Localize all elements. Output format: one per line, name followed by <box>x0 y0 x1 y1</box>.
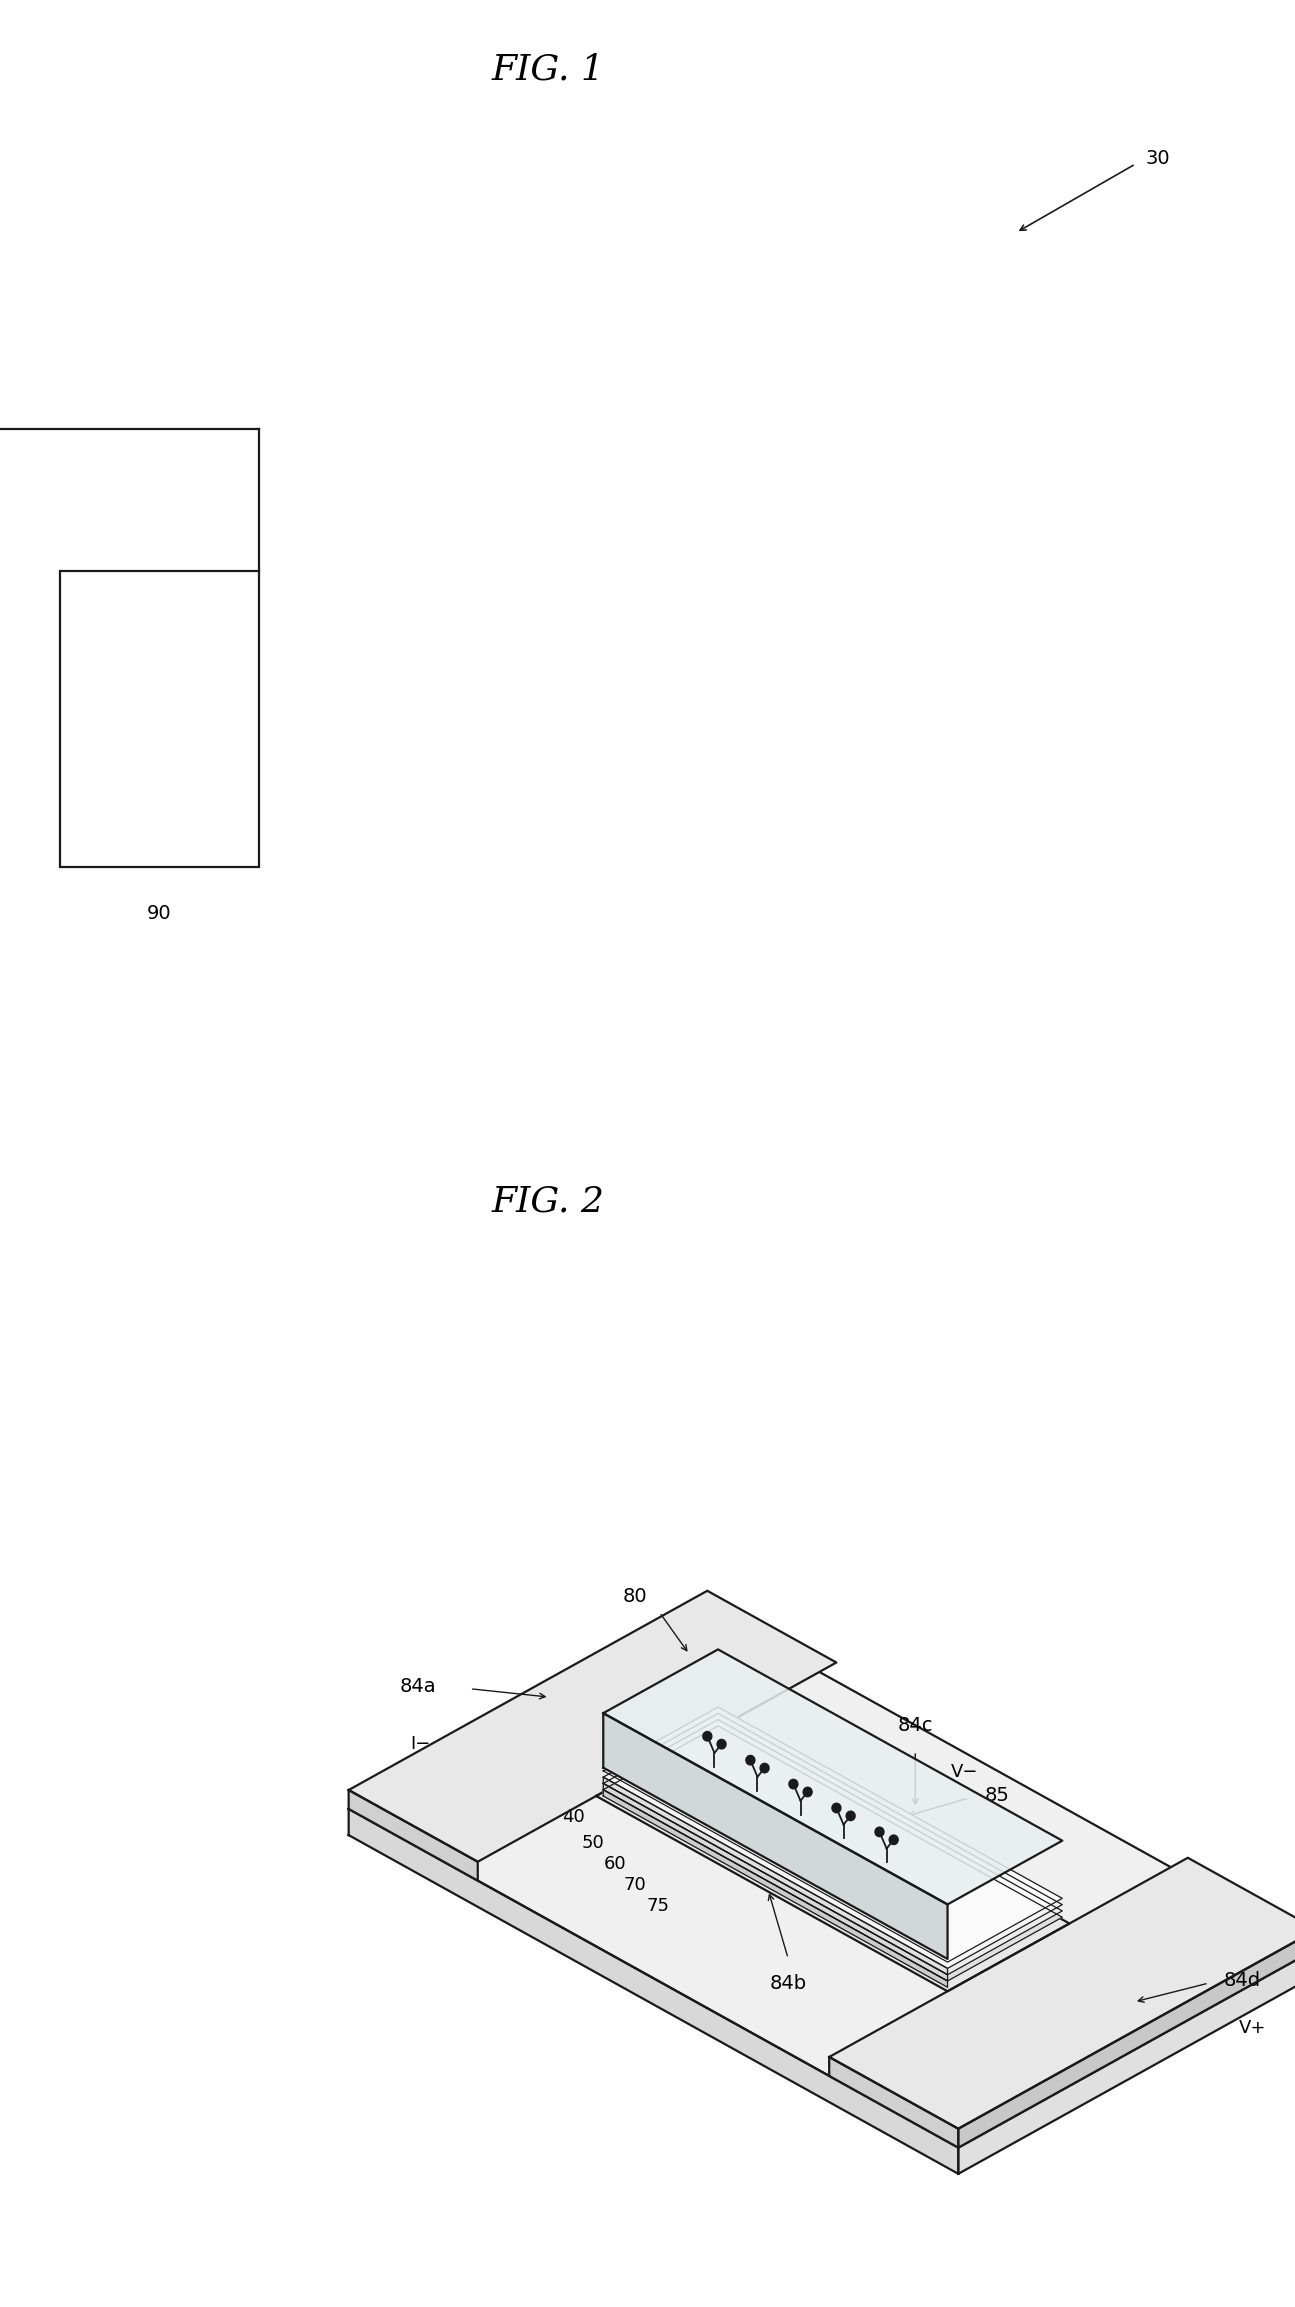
Circle shape <box>831 1804 840 1813</box>
Text: 30: 30 <box>1146 150 1171 168</box>
Polygon shape <box>348 1592 837 1862</box>
Circle shape <box>717 1739 726 1749</box>
Text: 80: 80 <box>622 1587 648 1606</box>
Text: V−: V− <box>952 1763 979 1781</box>
Text: FIG. 2: FIG. 2 <box>491 1186 605 1218</box>
Circle shape <box>703 1733 712 1742</box>
Polygon shape <box>596 1728 1070 1991</box>
Polygon shape <box>829 1857 1295 2129</box>
Polygon shape <box>603 1726 1062 1982</box>
Text: I+: I+ <box>878 1933 897 1952</box>
Polygon shape <box>603 1714 948 1959</box>
Polygon shape <box>603 1707 1062 1961</box>
Text: 70: 70 <box>624 1876 646 1894</box>
Circle shape <box>890 1834 899 1846</box>
Text: 84a: 84a <box>400 1677 436 1696</box>
Circle shape <box>789 1779 798 1788</box>
Text: 50: 50 <box>581 1834 605 1853</box>
Polygon shape <box>348 1809 958 2173</box>
Polygon shape <box>603 1783 948 1982</box>
Circle shape <box>746 1756 755 1765</box>
Polygon shape <box>958 1929 1295 2148</box>
Text: I−: I− <box>409 1735 430 1753</box>
Text: 40: 40 <box>562 1809 585 1825</box>
Polygon shape <box>348 1610 1295 2148</box>
Circle shape <box>846 1811 855 1820</box>
Circle shape <box>760 1763 769 1772</box>
Circle shape <box>875 1827 884 1836</box>
Bar <box>60 572 259 867</box>
Polygon shape <box>603 1790 948 1986</box>
Text: V+: V+ <box>1238 2019 1267 2037</box>
Text: 85: 85 <box>984 1786 1009 1806</box>
Text: 90: 90 <box>148 904 172 923</box>
Text: 84b: 84b <box>769 1975 807 1993</box>
Polygon shape <box>603 1776 948 1975</box>
Polygon shape <box>603 1650 1062 1906</box>
Text: 84c: 84c <box>897 1716 932 1735</box>
Text: 60: 60 <box>603 1855 627 1873</box>
Circle shape <box>803 1788 812 1797</box>
Polygon shape <box>958 1949 1295 2173</box>
Polygon shape <box>829 2058 958 2148</box>
Polygon shape <box>603 1714 1062 1968</box>
Text: 75: 75 <box>646 1896 670 1915</box>
Polygon shape <box>603 1719 1062 1975</box>
Polygon shape <box>348 1790 478 1880</box>
Text: FIG. 1: FIG. 1 <box>491 53 605 88</box>
Text: 84d: 84d <box>1224 1972 1261 1991</box>
